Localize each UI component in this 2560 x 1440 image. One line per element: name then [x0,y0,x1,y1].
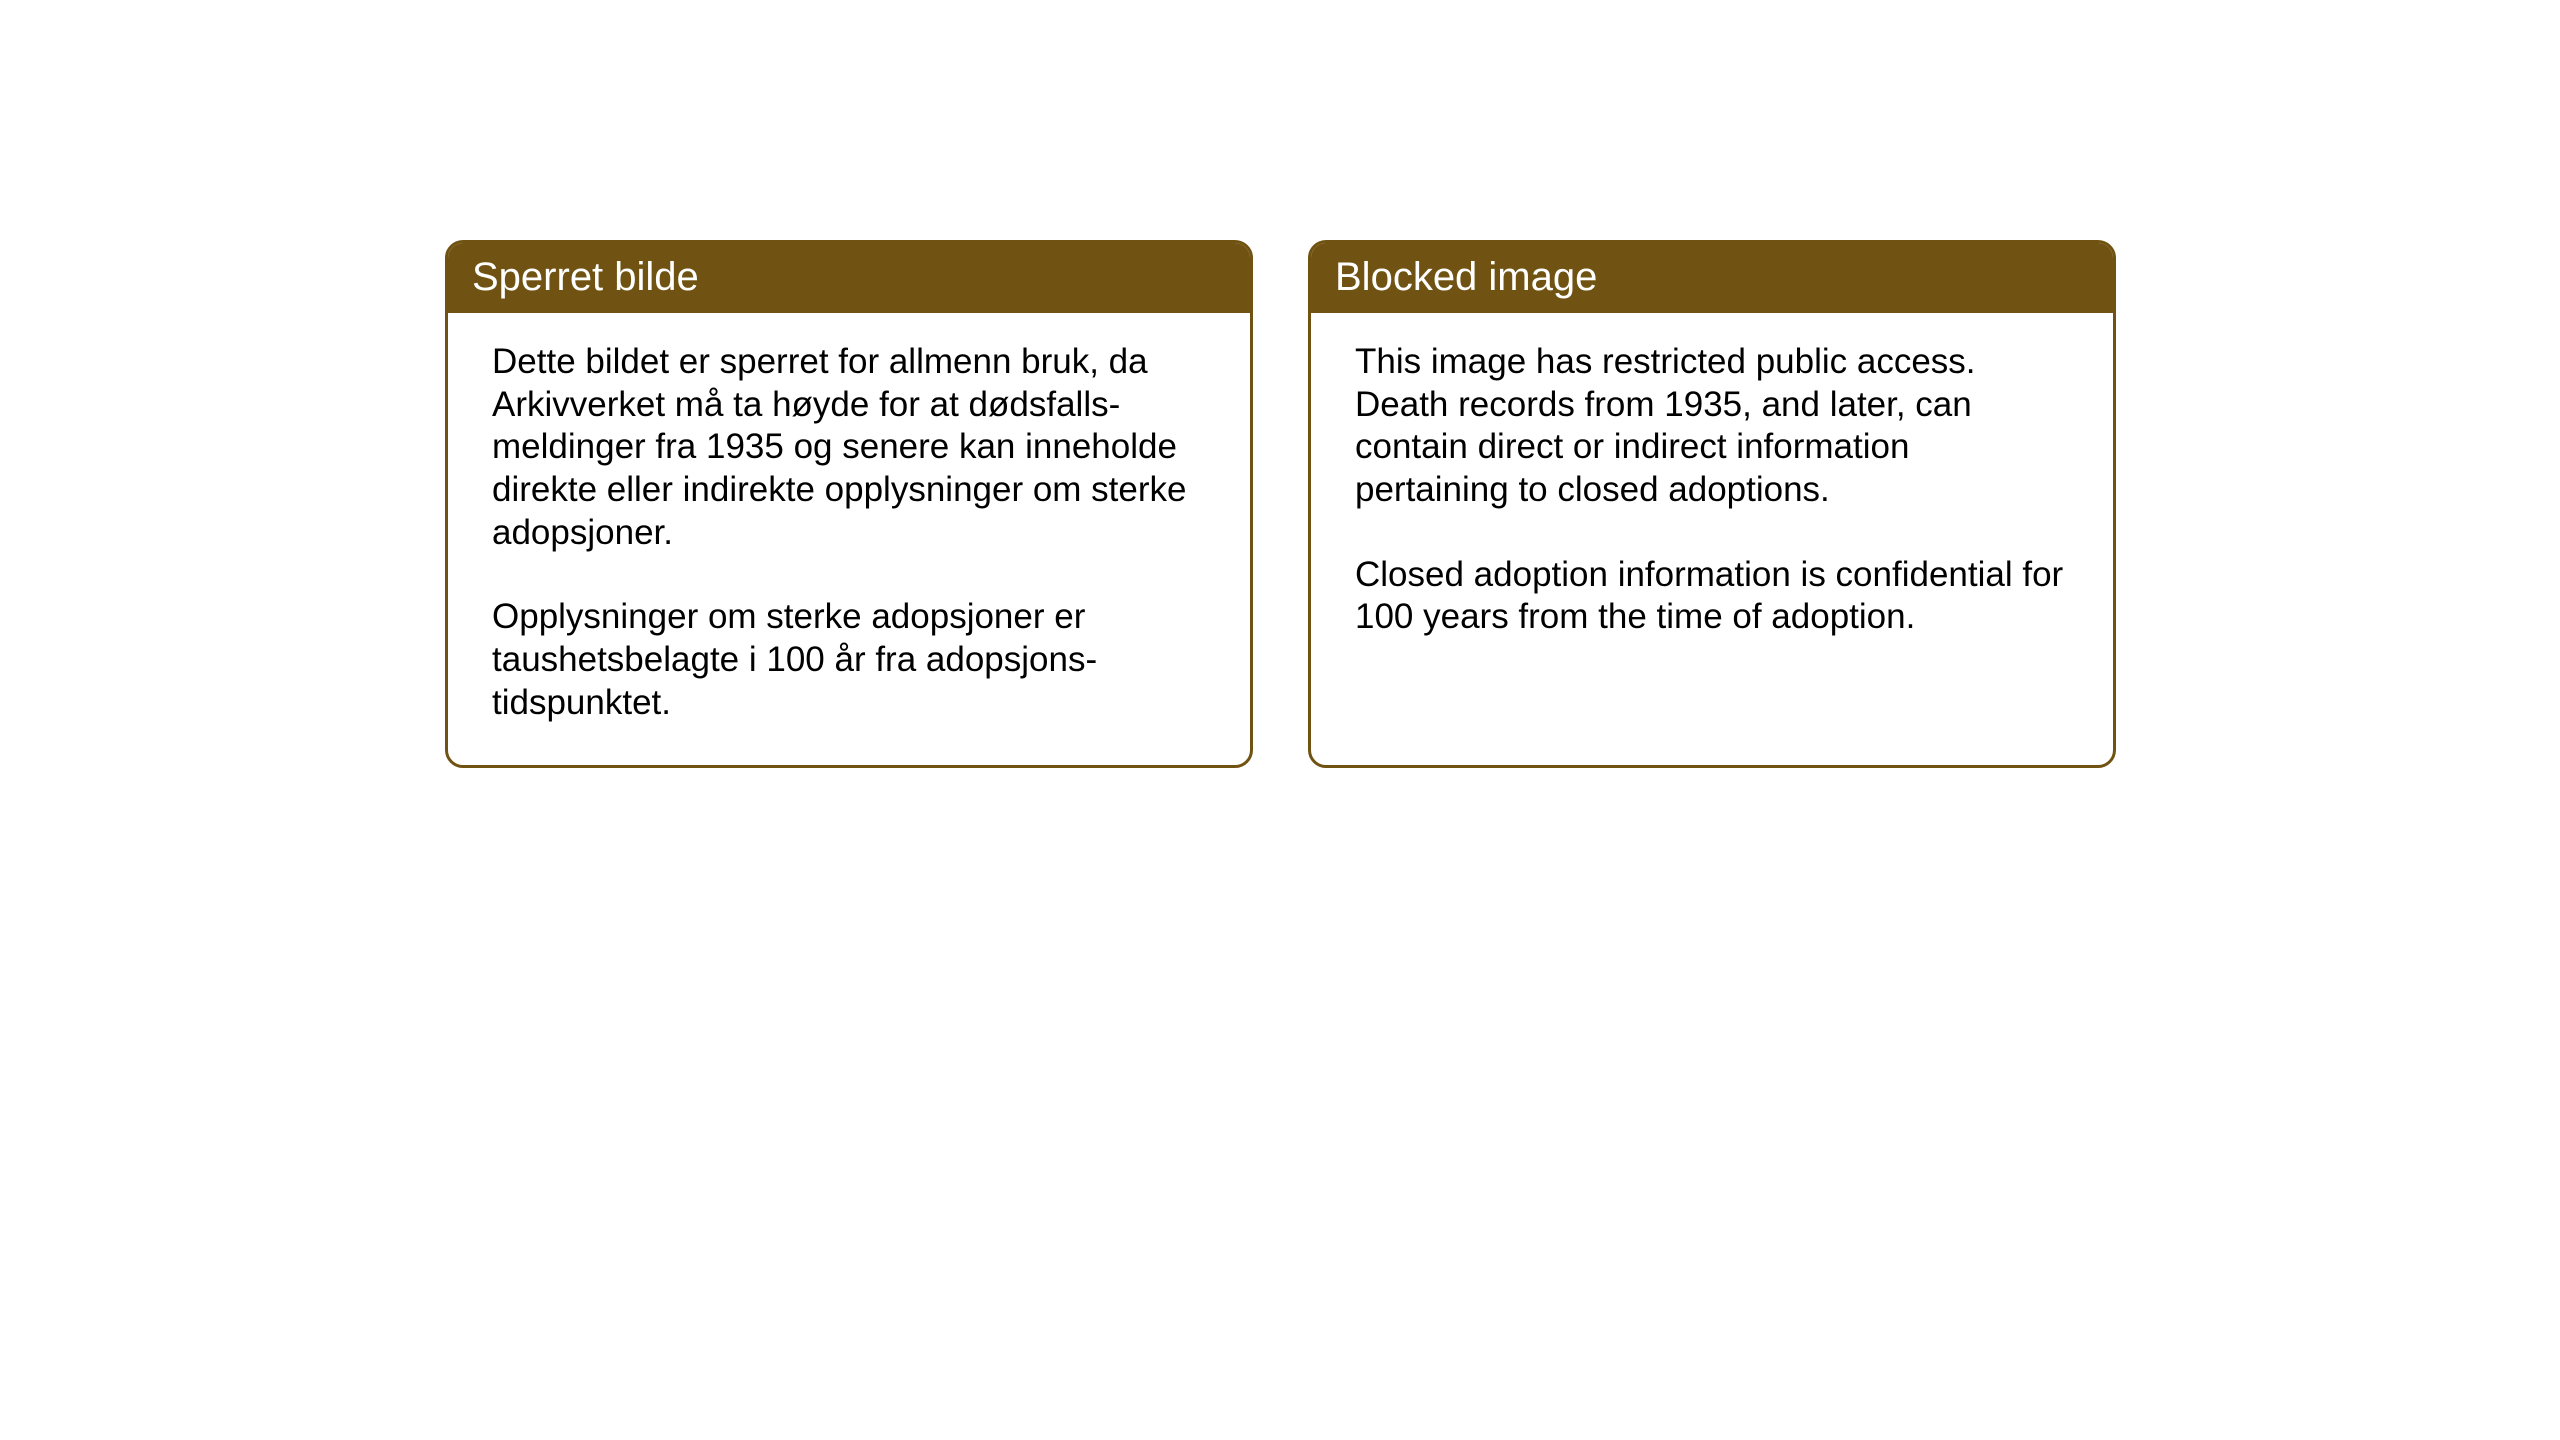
notice-paragraph: Closed adoption information is confident… [1355,554,2069,639]
notice-card-english: Blocked image This image has restricted … [1308,240,2116,768]
card-header: Blocked image [1311,243,2113,313]
notice-cards-container: Sperret bilde Dette bildet er sperret fo… [445,240,2116,768]
card-body: Dette bildet er sperret for allmenn bruk… [448,313,1250,765]
notice-card-norwegian: Sperret bilde Dette bildet er sperret fo… [445,240,1253,768]
notice-paragraph: Opplysninger om sterke adopsjoner er tau… [492,596,1206,724]
notice-paragraph: This image has restricted public access.… [1355,341,2069,512]
card-title: Sperret bilde [472,255,699,299]
card-title: Blocked image [1335,255,1597,299]
card-body: This image has restricted public access.… [1311,313,2113,763]
card-header: Sperret bilde [448,243,1250,313]
notice-paragraph: Dette bildet er sperret for allmenn bruk… [492,341,1206,554]
